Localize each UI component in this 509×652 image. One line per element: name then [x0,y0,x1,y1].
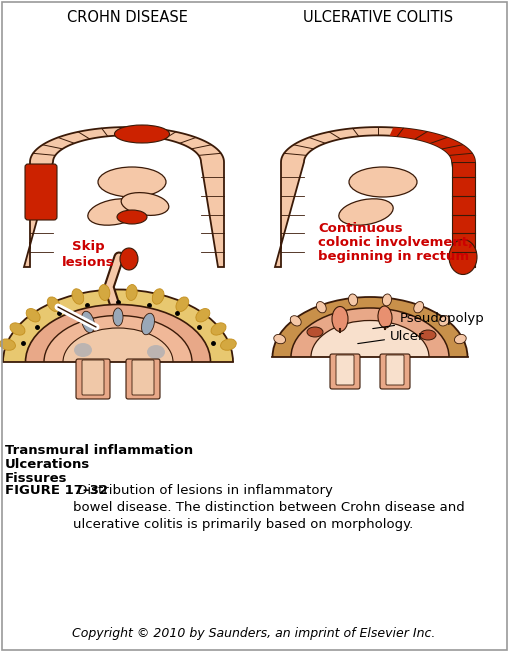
Text: beginning in rectum: beginning in rectum [318,250,469,263]
Ellipse shape [274,334,286,344]
Ellipse shape [272,297,467,417]
Ellipse shape [147,345,165,359]
Text: Fissures: Fissures [5,472,68,485]
Ellipse shape [142,313,154,334]
Text: Ulcerations: Ulcerations [5,458,90,471]
Ellipse shape [291,308,449,406]
Ellipse shape [414,302,423,313]
Ellipse shape [117,210,147,224]
FancyBboxPatch shape [126,359,160,399]
Ellipse shape [98,167,166,197]
Ellipse shape [339,199,393,225]
Ellipse shape [349,294,358,306]
Polygon shape [275,127,475,267]
FancyBboxPatch shape [82,360,104,395]
Ellipse shape [332,306,348,331]
Text: CROHN DISEASE: CROHN DISEASE [67,10,187,25]
Ellipse shape [176,297,189,312]
Ellipse shape [121,192,169,215]
Ellipse shape [99,284,110,301]
Ellipse shape [63,328,173,396]
Ellipse shape [349,167,417,197]
Ellipse shape [0,339,15,350]
Ellipse shape [196,308,210,322]
Ellipse shape [455,334,466,344]
Text: Skip
lesions: Skip lesions [62,240,115,269]
Ellipse shape [44,316,192,409]
Ellipse shape [25,304,211,419]
Ellipse shape [113,308,123,326]
FancyBboxPatch shape [336,355,354,385]
Ellipse shape [311,321,429,394]
Text: Ulcer: Ulcer [358,330,425,344]
Ellipse shape [47,297,60,312]
FancyBboxPatch shape [76,359,110,399]
Text: ULCERATIVE COLITIS: ULCERATIVE COLITIS [303,10,453,25]
Text: Transmural inflammation: Transmural inflammation [5,444,193,457]
Ellipse shape [378,306,392,328]
Ellipse shape [88,199,142,225]
Ellipse shape [126,284,137,301]
Text: Pseudopolyp: Pseudopolyp [373,312,485,329]
FancyBboxPatch shape [386,355,404,385]
FancyBboxPatch shape [132,360,154,395]
FancyBboxPatch shape [380,354,410,389]
Text: colonic involvement,: colonic involvement, [318,236,473,249]
Ellipse shape [120,248,138,270]
Ellipse shape [220,339,236,350]
Polygon shape [452,162,475,267]
Ellipse shape [94,360,112,374]
Ellipse shape [439,316,450,326]
Ellipse shape [211,323,226,335]
Ellipse shape [290,316,301,326]
FancyBboxPatch shape [25,164,57,220]
Ellipse shape [152,289,164,304]
Ellipse shape [129,363,147,377]
Ellipse shape [81,311,95,333]
Ellipse shape [307,327,323,337]
Ellipse shape [10,323,25,335]
Ellipse shape [449,239,477,274]
Bar [0,362,248,452]
Ellipse shape [316,302,326,313]
Ellipse shape [382,294,391,306]
Ellipse shape [26,308,40,322]
Polygon shape [24,127,224,267]
Ellipse shape [74,343,92,357]
Text: Copyright © 2010 by Saunders, an imprint of Elsevier Inc.: Copyright © 2010 by Saunders, an imprint… [72,627,436,640]
Text: Continuous: Continuous [318,222,403,235]
Ellipse shape [115,125,169,143]
FancyBboxPatch shape [330,354,360,389]
Text: Distribution of lesions in inflammatory
bowel disease. The distinction between C: Distribution of lesions in inflammatory … [73,484,465,531]
Text: FIGURE 17–32: FIGURE 17–32 [5,484,108,497]
Polygon shape [389,128,475,162]
Ellipse shape [420,330,436,340]
Bar [255,357,485,437]
Ellipse shape [3,289,233,434]
Ellipse shape [72,289,83,304]
